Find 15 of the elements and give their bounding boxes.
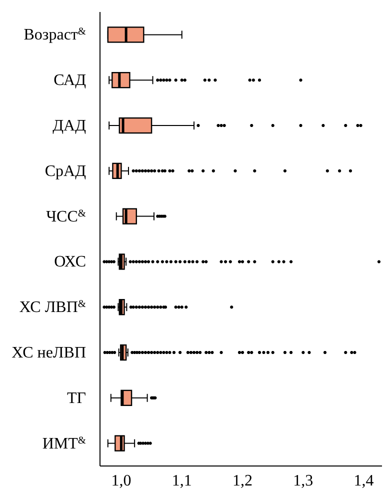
y-tick-label: Возраст$^{&}$ bbox=[24, 26, 86, 44]
x-tick-label: 1,0 bbox=[111, 472, 132, 490]
x-tick-label: 1,1 bbox=[172, 472, 192, 490]
x-tick-label: 1,3 bbox=[293, 472, 314, 490]
y-tick-label: САД bbox=[54, 72, 86, 90]
y-tick-label: ОХС bbox=[54, 254, 86, 271]
x-tick-label: 1,4 bbox=[354, 472, 374, 490]
y-tick-label: ДАД bbox=[52, 118, 86, 134]
y-tick-label: ХС ЛВП$^{&}$ bbox=[19, 298, 86, 316]
y-tick-label: ХС неЛВП bbox=[12, 344, 86, 362]
x-tick-label: 1,2 bbox=[232, 472, 253, 490]
y-tick-label: ЧСС$^{&}$ bbox=[46, 208, 86, 226]
y-tick-label: ИМТ$^{&}$ bbox=[42, 434, 86, 452]
y-tick-label: СрАД bbox=[44, 162, 86, 180]
y-tick-label: ТГ bbox=[66, 390, 86, 407]
